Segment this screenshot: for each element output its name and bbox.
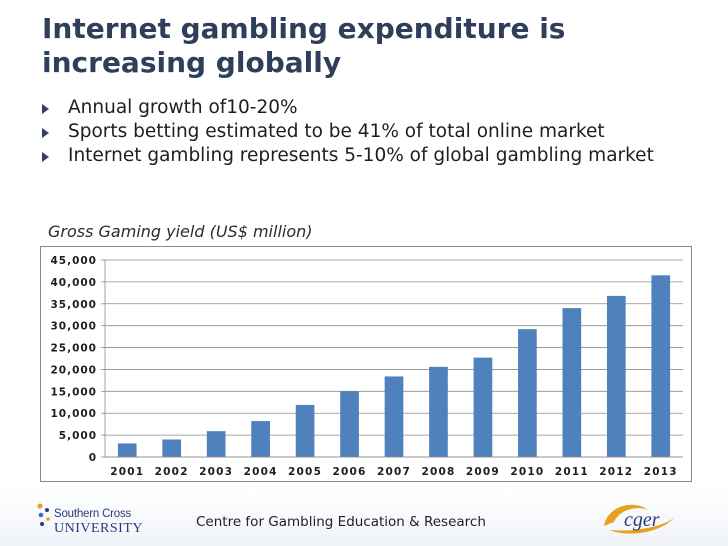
bar: [340, 391, 359, 457]
x-tick-label: 2002: [155, 466, 189, 478]
y-tick-label: 30,000: [50, 321, 97, 333]
bar-chart: 0 5,000 10,000 15,000 20,000 25,000 30,000 35,0…: [50, 255, 683, 478]
footer: Southern Cross UNIVERSITY Centre for Gam…: [0, 488, 728, 546]
y-tick-label: 35,000: [50, 299, 97, 311]
bar: [117, 443, 137, 457]
x-tick-label: 2007: [377, 466, 411, 478]
bar: [473, 357, 493, 457]
bar: [429, 366, 448, 457]
bar: [651, 275, 671, 457]
x-tick-label: 2008: [421, 466, 455, 478]
bar: [162, 439, 182, 457]
y-tick-label: 45,000: [50, 255, 97, 267]
bullet-item: Sports betting estimated to be 41% of to…: [42, 120, 702, 144]
x-tick-label: 2012: [599, 466, 633, 478]
y-tick-label: 10,000: [50, 408, 97, 420]
southern-cross-university-logo: Southern Cross UNIVERSITY: [36, 496, 166, 542]
cger-logo-text: cger: [624, 509, 660, 531]
arrow-bullet-icon: [42, 104, 49, 114]
x-tick-label: 2006: [333, 466, 367, 478]
bar: [562, 308, 582, 457]
bar: [518, 329, 537, 457]
bullet-list: Annual growth of10-20% Sports betting es…: [42, 96, 702, 168]
university-name-line2: UNIVERSITY: [54, 521, 143, 536]
y-tick-label: 40,000: [50, 277, 97, 289]
x-tick-label: 2005: [288, 466, 322, 478]
y-tick-label: 0: [89, 452, 97, 464]
bullet-item: Internet gambling represents 5-10% of gl…: [42, 144, 702, 168]
x-tick-label: 2010: [510, 466, 544, 478]
bullet-text: Internet gambling represents 5-10% of gl…: [68, 145, 654, 166]
cross-dots-icon: [37, 503, 50, 526]
cger-logo: cger: [604, 504, 674, 534]
x-tick-label: 2004: [244, 466, 278, 478]
bar: [295, 404, 315, 457]
university-name-line1: Southern Cross: [54, 508, 132, 520]
bar: [606, 295, 626, 457]
bullet-text: Annual growth of10-20%: [68, 97, 298, 118]
bar: [251, 421, 270, 457]
bar: [206, 431, 226, 457]
x-tick-label: 2001: [110, 466, 144, 478]
y-tick-label: 15,000: [50, 386, 97, 398]
y-tick-label: 5,000: [59, 430, 97, 442]
y-tick-label: 25,000: [50, 343, 97, 355]
bullet-item: Annual growth of10-20%: [42, 96, 702, 120]
slide-title: Internet gambling expenditure is increas…: [42, 12, 566, 79]
centre-name: Centre for Gambling Education & Research: [196, 514, 486, 530]
chart-container: 0 5,000 10,000 15,000 20,000 25,000 30,000 35,0…: [40, 246, 692, 482]
arrow-bullet-icon: [42, 128, 49, 138]
bullet-text: Sports betting estimated to be 41% of to…: [68, 121, 605, 142]
x-tick-label: 2011: [555, 466, 589, 478]
arrow-bullet-icon: [42, 152, 49, 162]
x-tick-label: 2003: [199, 466, 233, 478]
bar: [384, 376, 404, 457]
chart-label: Gross Gaming yield (US$ million): [48, 222, 313, 241]
x-tick-label: 2013: [644, 466, 678, 478]
y-tick-label: 20,000: [50, 364, 97, 376]
x-tick-label: 2009: [466, 466, 500, 478]
